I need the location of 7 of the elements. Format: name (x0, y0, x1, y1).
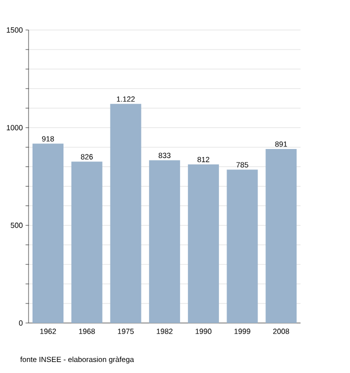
bar (110, 104, 142, 323)
bar (266, 148, 297, 323)
bar (32, 144, 64, 323)
bar (71, 162, 102, 323)
bar (226, 170, 258, 323)
bar (149, 160, 180, 323)
bar (188, 164, 219, 323)
